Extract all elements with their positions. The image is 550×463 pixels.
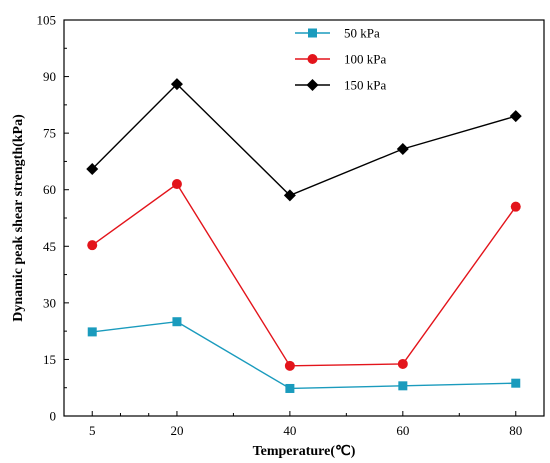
legend-item: 150 kPa [295,78,386,93]
y-tick-label: 45 [43,239,56,254]
y-tick-label: 90 [43,69,56,84]
data-point [172,317,182,327]
y-axis-title: Dynamic peak shear strength(kPa) [11,114,26,322]
series-100-kpa [87,179,521,371]
legend: 50 kPa 100 kPa 150 kPa [295,26,386,93]
x-tick-label: 80 [509,423,522,438]
plot-frame [63,19,545,417]
x-axis-ticks: 5 20 40 60 80 [89,411,522,438]
x-tick-label: 20 [170,423,183,438]
legend-marker [307,54,318,64]
x-tick-label: 5 [89,423,96,438]
data-point [170,78,183,91]
data-point [284,360,295,371]
legend-marker [306,79,319,91]
data-point [87,327,97,337]
data-point [509,110,522,123]
data-point [86,162,99,175]
y-tick-label: 60 [43,182,56,197]
data-point [397,358,408,369]
y-tick-label: 105 [37,13,57,28]
legend-label: 100 kPa [344,52,386,67]
y-tick-label: 30 [43,295,56,310]
y-axis-ticks: 0 15 30 45 60 75 90 105 [37,13,69,424]
data-point [283,189,296,202]
data-point [87,240,98,251]
series-line [92,320,516,390]
x-tick-label: 60 [396,423,409,438]
x-axis-title: Temperature(℃) [253,444,356,459]
legend-item: 100 kPa [295,52,386,67]
series-layer [86,78,522,393]
series-line [91,83,516,197]
data-point [396,142,409,155]
data-point [511,378,521,388]
legend-item: 50 kPa [295,26,380,41]
y-tick-label: 15 [43,352,56,367]
data-point [398,381,408,391]
series-line [91,183,517,367]
legend-marker [308,28,317,38]
series-150-kpa [86,78,522,202]
data-point [285,383,295,393]
x-tick-label: 40 [283,423,296,438]
series-50-kpa [87,317,521,393]
legend-label: 150 kPa [344,78,386,93]
data-point [171,179,182,190]
y-tick-label: 75 [43,126,56,141]
legend-label: 50 kPa [344,26,380,41]
y-tick-label: 0 [50,409,57,424]
data-point [510,201,521,212]
